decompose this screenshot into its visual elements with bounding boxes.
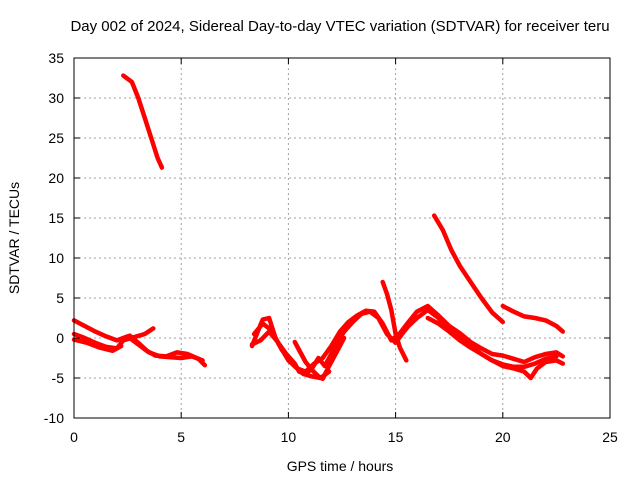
x-tick-label: 20 xyxy=(495,429,511,445)
x-tick-label: 10 xyxy=(281,429,297,445)
series-line-s13 xyxy=(425,315,566,381)
y-tick-label: 35 xyxy=(48,50,64,66)
x-axis-label: GPS time / hours xyxy=(287,458,394,474)
y-tick-label: 20 xyxy=(48,170,64,186)
y-tick-label: 10 xyxy=(48,250,64,266)
series-line-s1 xyxy=(121,73,165,170)
series-line-s4 xyxy=(71,337,124,354)
x-tick-label: 0 xyxy=(70,429,78,445)
y-tick-label: 5 xyxy=(56,290,64,306)
series-line-s11 xyxy=(431,213,506,325)
series-line-s5 xyxy=(127,333,208,368)
y-tick-label: 25 xyxy=(48,130,64,146)
series-line-s6 xyxy=(249,307,559,377)
x-tick-label: 5 xyxy=(177,429,185,445)
y-tick-label: -10 xyxy=(44,410,64,426)
tick-layer: 0 5 10 15 20 25 -10 -5 0 5 10 15 20 25 30 35 xyxy=(44,50,618,445)
plot-frame xyxy=(73,57,611,419)
y-tick-label: 15 xyxy=(48,210,64,226)
series-line-s7 xyxy=(251,303,566,374)
series-layer xyxy=(71,73,566,382)
x-tick-label: 25 xyxy=(602,429,618,445)
series-line-s12 xyxy=(500,303,566,334)
chart-title: Day 002 of 2024, Sidereal Day-to-day VTE… xyxy=(70,18,609,35)
series-line-s9 xyxy=(292,335,347,382)
y-tick-label: 30 xyxy=(48,90,64,106)
y-tick-label: 0 xyxy=(56,330,64,346)
x-tick-label: 15 xyxy=(388,429,404,445)
y-axis-label: SDTVAR / TECUs xyxy=(6,182,22,294)
grid-layer xyxy=(74,58,610,418)
series-line-s8 xyxy=(249,329,332,381)
series-line-s10 xyxy=(380,279,409,363)
y-tick-label: -5 xyxy=(52,370,65,386)
